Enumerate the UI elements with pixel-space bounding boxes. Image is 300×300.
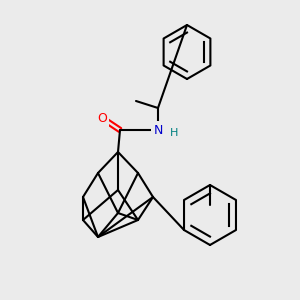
Text: N: N <box>153 124 163 136</box>
Text: H: H <box>170 128 178 138</box>
Text: O: O <box>97 112 107 124</box>
